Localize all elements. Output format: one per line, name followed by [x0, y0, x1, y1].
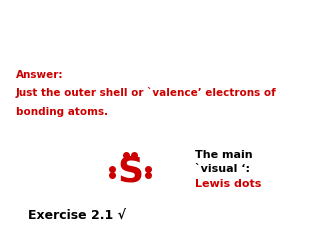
Text: bonding atoms.: bonding atoms.: [16, 107, 108, 117]
Text: Just the outer shell or `valence’ electrons of: Just the outer shell or `valence’ electr…: [16, 87, 276, 98]
Text: Answer:: Answer:: [16, 70, 63, 80]
Text: The main: The main: [195, 150, 252, 160]
Text: Exercise 2.1 √: Exercise 2.1 √: [28, 210, 126, 223]
Text: S: S: [117, 155, 143, 189]
Text: `visual ‘:: `visual ‘:: [195, 164, 250, 174]
Text: 1.What’s `shared’ in a shared electron bond  ?: 1.What’s `shared’ in a shared electron b…: [6, 15, 320, 28]
Text: Lewis dots: Lewis dots: [195, 179, 261, 189]
